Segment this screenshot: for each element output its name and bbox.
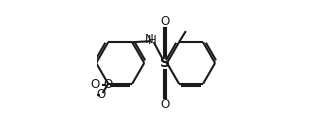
Text: N: N <box>145 33 154 46</box>
Text: H: H <box>148 34 156 47</box>
Text: O: O <box>103 78 112 91</box>
Text: O: O <box>91 78 100 91</box>
Text: O: O <box>97 88 106 101</box>
Text: S: S <box>160 56 169 70</box>
Text: O: O <box>160 15 169 28</box>
Text: O: O <box>160 98 169 111</box>
